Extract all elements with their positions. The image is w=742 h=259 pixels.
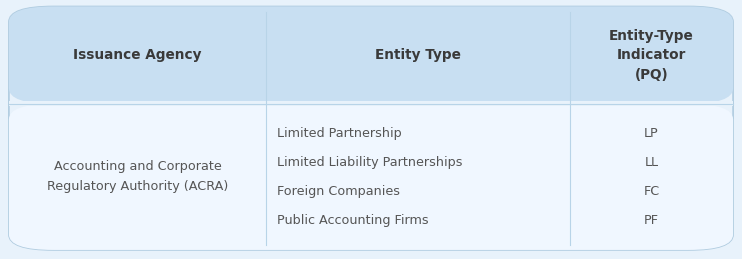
Text: LP: LP xyxy=(644,127,659,140)
FancyBboxPatch shape xyxy=(9,6,733,104)
Text: Accounting and Corporate
Regulatory Authority (ACRA): Accounting and Corporate Regulatory Auth… xyxy=(47,160,228,193)
Text: Entity Type: Entity Type xyxy=(375,48,461,62)
Text: Limited Liability Partnerships: Limited Liability Partnerships xyxy=(277,156,462,169)
Text: Public Accounting Firms: Public Accounting Firms xyxy=(277,214,428,227)
Text: Limited Partnership: Limited Partnership xyxy=(277,127,401,140)
Text: Foreign Companies: Foreign Companies xyxy=(277,185,400,198)
Text: LL: LL xyxy=(645,156,659,169)
Text: Entity-Type
Indicator
(PQ): Entity-Type Indicator (PQ) xyxy=(609,29,694,82)
Bar xyxy=(9,101,733,106)
FancyBboxPatch shape xyxy=(9,6,733,250)
Text: PF: PF xyxy=(644,214,659,227)
FancyBboxPatch shape xyxy=(9,104,733,250)
Text: FC: FC xyxy=(643,185,660,198)
Text: Issuance Agency: Issuance Agency xyxy=(73,48,202,62)
